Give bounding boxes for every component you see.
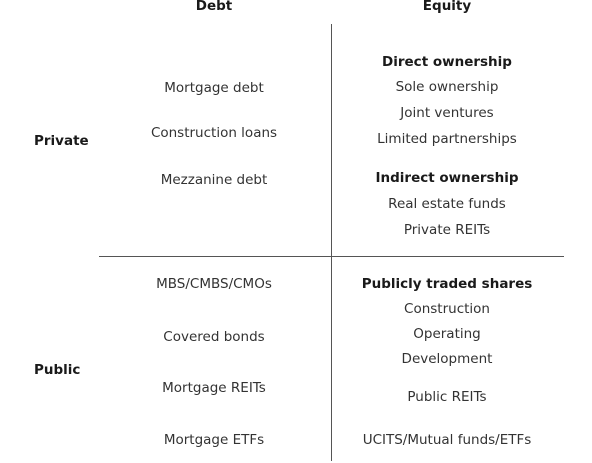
private-equity-item: Limited partnerships bbox=[377, 131, 517, 147]
row-header-private: Private bbox=[34, 133, 89, 149]
private-debt-item: Mortgage debt bbox=[164, 80, 264, 96]
public-equity-item: Development bbox=[401, 351, 493, 367]
column-header-debt: Debt bbox=[195, 0, 233, 14]
public-equity-item: Public REITs bbox=[407, 389, 487, 405]
private-debt-item: Mezzanine debt bbox=[160, 172, 268, 188]
public-equity-item: Construction bbox=[404, 301, 490, 317]
private-equity-item: Joint ventures bbox=[400, 105, 494, 121]
horizontal-divider bbox=[99, 256, 564, 257]
public-equity-item: Operating bbox=[413, 326, 481, 342]
private-equity-item: Private REITs bbox=[403, 222, 491, 238]
private-debt-item: Construction loans bbox=[150, 125, 278, 141]
publicly-traded-shares-heading: Publicly traded shares bbox=[361, 276, 533, 292]
row-header-public: Public bbox=[34, 362, 81, 378]
public-debt-item: Mortgage REITs bbox=[162, 380, 266, 396]
column-header-equity: Equity bbox=[422, 0, 472, 14]
public-equity-item: UCITS/Mutual funds/ETFs bbox=[362, 432, 532, 448]
vertical-divider bbox=[331, 24, 332, 461]
direct-ownership-heading: Direct ownership bbox=[382, 54, 512, 70]
private-equity-item: Sole ownership bbox=[395, 79, 499, 95]
public-debt-item: MBS/CMBS/CMOs bbox=[156, 276, 272, 292]
private-equity-item: Real estate funds bbox=[388, 196, 506, 212]
public-debt-item: Mortgage ETFs bbox=[163, 432, 265, 448]
indirect-ownership-heading: Indirect ownership bbox=[375, 170, 519, 186]
public-debt-item: Covered bonds bbox=[163, 329, 265, 345]
